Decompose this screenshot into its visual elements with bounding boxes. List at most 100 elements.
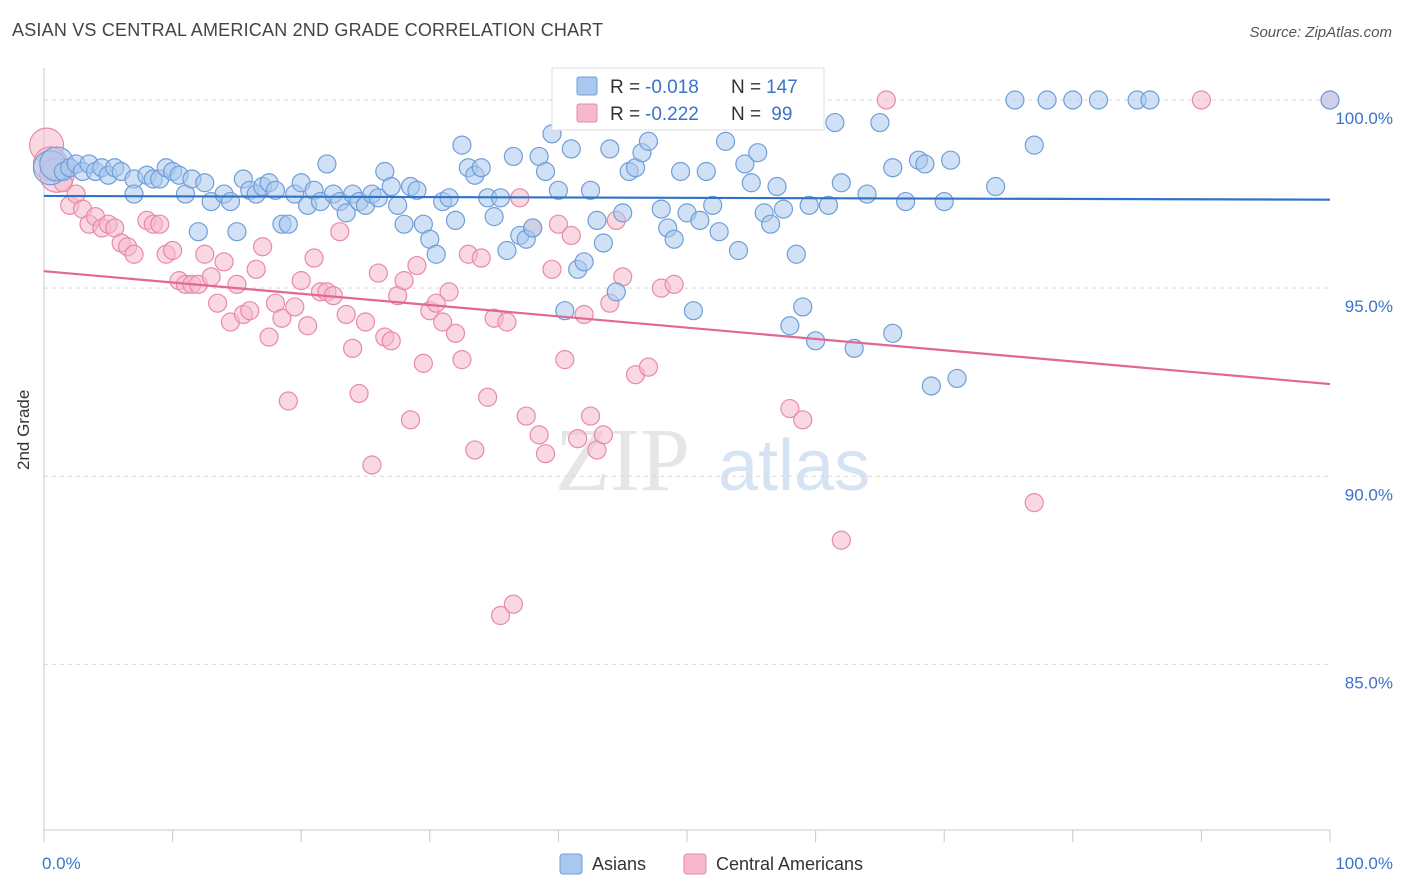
central-americans-point [497,312,517,332]
central-americans-point [490,605,511,626]
asians-point [793,297,813,317]
central-americans-point [638,357,659,377]
central-americans-point [285,297,305,317]
asians-point [1063,90,1083,110]
asians-point [471,158,491,178]
central-americans-point [593,425,614,445]
asians-point [915,154,935,174]
asians-point [670,161,691,182]
legend-top: R = -0.018 N = 147 R = -0.222 N = 99 [551,67,825,131]
central-americans-point [253,237,273,257]
central-americans-point [445,323,466,343]
asians-point [574,252,594,272]
central-americans-point [664,274,684,294]
central-americans-point [471,248,491,268]
legend-n-label-1: N = [731,77,761,98]
central-americans-point [529,425,549,445]
asians-point [799,195,819,215]
asians-point [947,368,967,389]
asians-point [780,316,800,336]
asians-point [188,222,208,242]
central-americans-point [349,383,369,404]
y-tick-labels: 100.0% 95.0% 90.0% 85.0% [1335,109,1393,692]
asians-point [773,199,794,219]
legend-bottom-swatch-asians [559,853,583,875]
central-americans-point [163,240,183,261]
y-tick-label: 95.0% [1345,297,1393,316]
legend-r-value-2: -0.222 [645,104,699,125]
asians-point [1140,90,1160,110]
central-americans-point [780,398,800,419]
asians-point [523,218,543,238]
y-tick-label: 85.0% [1345,673,1393,692]
central-americans-point [400,410,421,430]
legend-bottom-swatch-central [683,853,707,875]
asians-point [445,210,466,230]
central-americans-point [426,293,446,313]
asians-point [381,176,401,197]
asians-point [484,207,504,227]
asians-point [1088,90,1109,110]
asians-point [336,203,356,223]
central-americans-point [555,350,575,370]
central-americans-point [355,312,376,332]
asians-point [452,135,472,155]
central-americans-point [208,293,228,313]
asians-point [388,195,408,215]
asians-point [690,210,710,230]
x-ticks [43,830,1331,842]
asians-point [825,112,845,133]
central-americans-point [124,244,144,264]
central-americans-point [433,312,453,332]
central-americans-point [439,282,459,302]
asians-point [786,244,806,264]
central-americans-point [793,410,813,430]
asians-point [613,203,633,223]
asians-point [741,173,761,193]
asians-point [870,112,890,133]
central-americans-point [535,444,556,464]
central-americans-point [407,255,427,276]
central-americans-point [876,90,896,110]
asians-point [535,161,556,182]
central-americans-point [259,327,279,347]
asians-point [394,214,414,234]
asians-point [831,173,851,193]
legend-bottom: Asians Central Americans [559,853,863,875]
asians-point [664,229,684,249]
asians-point [883,323,903,343]
asians-point [883,158,903,178]
asians-point [709,222,729,242]
central-americans-point [452,350,472,370]
asians-point [1005,90,1025,110]
watermark-atlas: atlas [718,426,870,506]
asians-point [426,244,446,264]
asians-point [497,240,517,261]
asians-points [32,90,1340,396]
asians-point [683,301,704,321]
central-americans-point [1191,90,1212,110]
asians-point [715,131,736,151]
asians-point [735,154,755,174]
central-americans-point [195,244,215,264]
central-americans-point [568,429,588,449]
central-americans-point [201,267,221,287]
central-americans-point [272,308,292,328]
y-tick-label: 100.0% [1335,109,1393,128]
central-americans-point [580,406,601,426]
trend-lines [43,194,1331,386]
central-americans-point [831,530,851,550]
asians-trend-line [43,194,1331,201]
central-americans-point [246,259,266,279]
legend-n-value-2: 99 [766,104,792,125]
asians-point [941,150,961,170]
asians-point [317,154,337,174]
central-americans-point [150,214,170,234]
asians-point [278,214,298,234]
central-americans-point [574,304,594,325]
asians-point [805,331,826,351]
asians-point [265,180,286,200]
central-americans-trend-line [43,270,1331,386]
legend-swatch-asians [576,76,598,96]
asians-point [580,180,601,200]
